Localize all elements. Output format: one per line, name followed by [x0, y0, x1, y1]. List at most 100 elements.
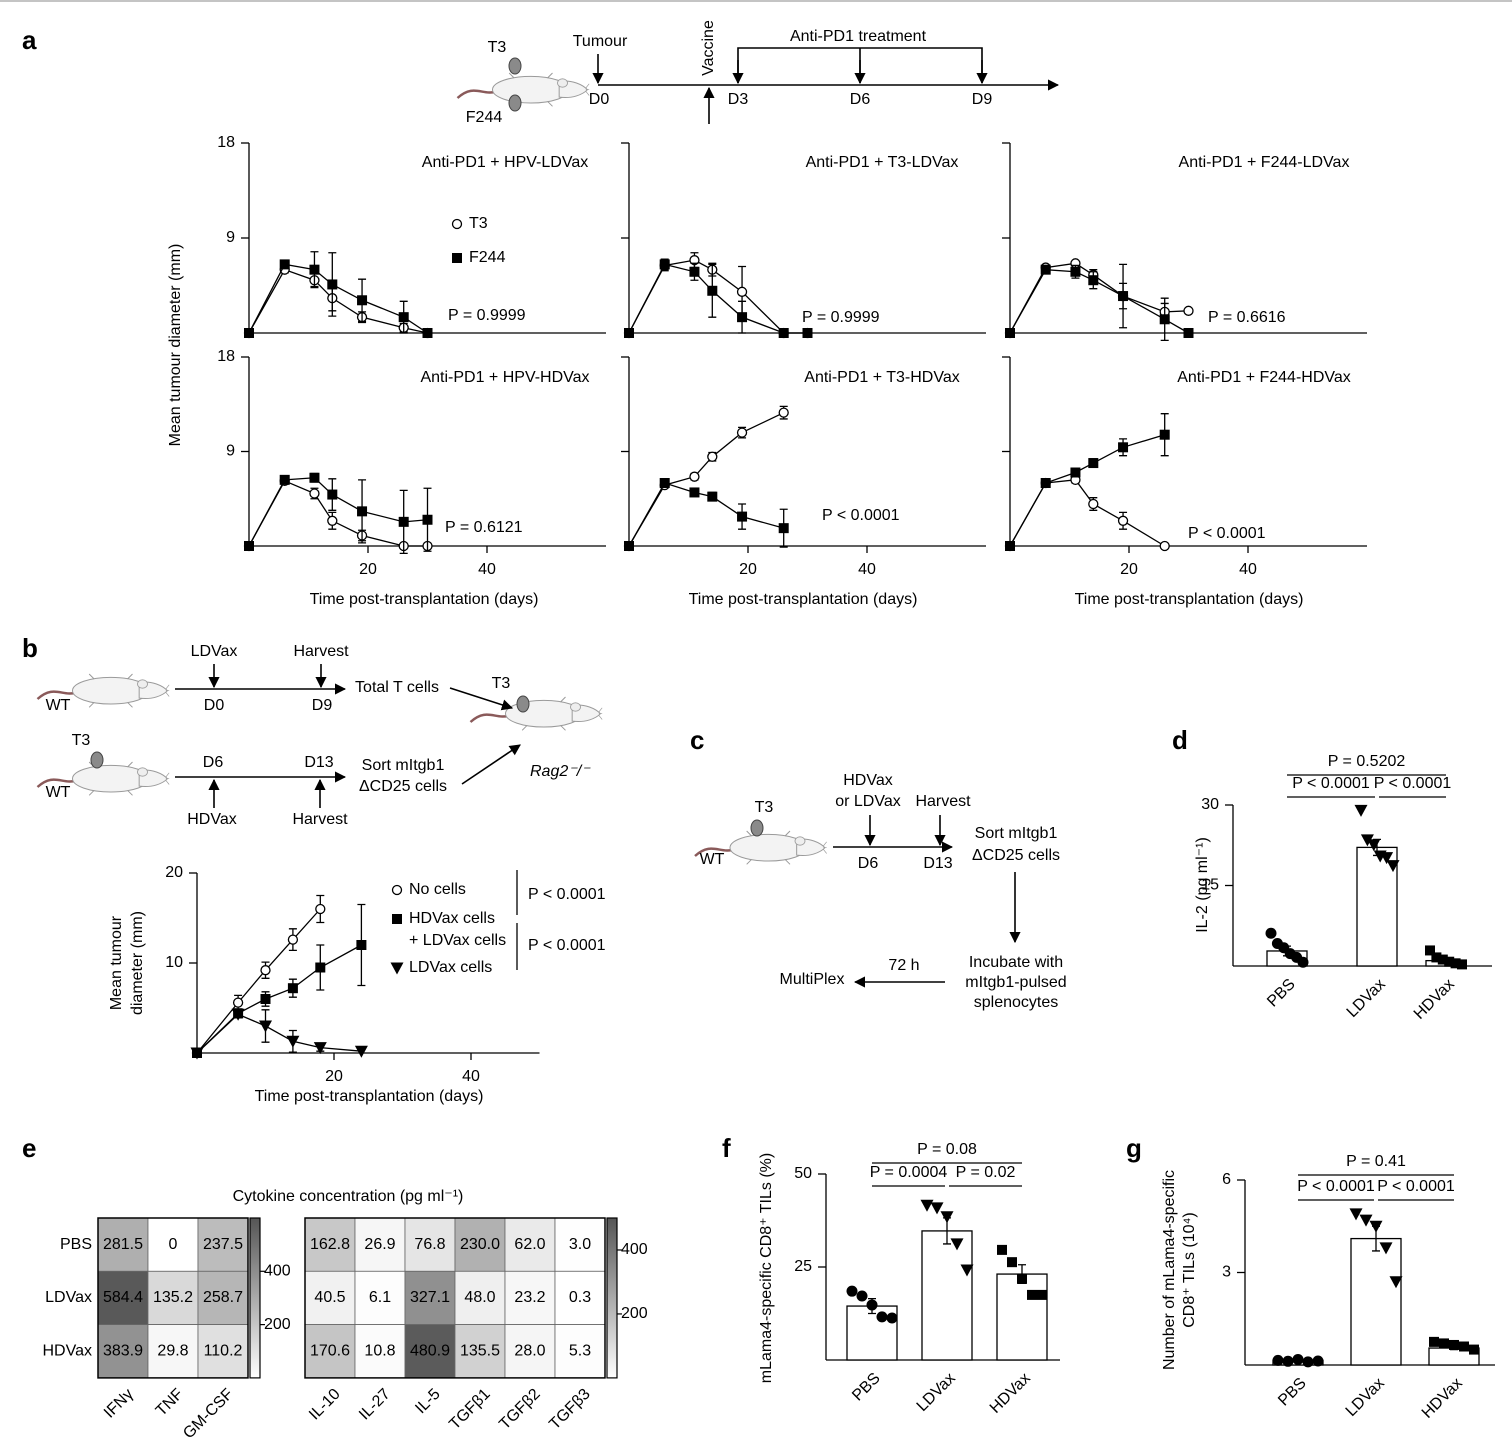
- label: MultiPlex: [780, 971, 845, 988]
- cell-label: 480.9: [410, 1342, 450, 1359]
- subplot-title: Anti-PD1 + HPV-HDVax: [420, 369, 589, 386]
- p-value: P = 0.6616: [1208, 309, 1286, 326]
- cell-label: 10.8: [364, 1342, 395, 1359]
- marker: [1349, 1208, 1363, 1221]
- x-tick-label: 20: [1120, 561, 1138, 578]
- y-tick-label: 9: [226, 229, 235, 246]
- x-tick-label: LDVax: [914, 1370, 959, 1415]
- marker: [1312, 1355, 1324, 1367]
- marker: [1070, 266, 1081, 277]
- heatmap-title: Cytokine concentration (pg ml⁻¹): [233, 1188, 464, 1205]
- cell-label: 170.6: [310, 1342, 350, 1359]
- marker: [920, 1199, 934, 1212]
- cell-label: 6.1: [369, 1289, 391, 1306]
- marker: [398, 312, 409, 323]
- series-line: [1009, 479, 1166, 547]
- x-tick-label: 20: [359, 561, 377, 578]
- marker: [1437, 954, 1448, 965]
- x-tick-label: HDVax: [1411, 976, 1458, 1023]
- marker: [1007, 1257, 1017, 1268]
- x-axis-label: Time post-transplantation (days): [310, 591, 539, 608]
- p-value: P = 0.6121: [445, 519, 523, 536]
- subplot-title: Anti-PD1 + HPV-LDVax: [422, 154, 588, 171]
- marker: [1439, 1338, 1449, 1349]
- p-value: P = 0.5202: [1328, 753, 1406, 770]
- label: T3: [755, 799, 774, 816]
- y-tick-label: 18: [217, 348, 235, 365]
- colorbar-tick-label: 400: [264, 1263, 291, 1280]
- cell-label: 5.3: [569, 1342, 591, 1359]
- p-value: P < 0.0001: [1377, 1178, 1455, 1195]
- marker: [260, 965, 271, 976]
- marker: [1389, 1276, 1403, 1289]
- marker: [1088, 458, 1099, 469]
- p-value: P < 0.0001: [528, 886, 606, 903]
- marker: [315, 962, 326, 973]
- tumour: [750, 819, 764, 837]
- marker: [357, 295, 368, 306]
- marker: [1360, 834, 1374, 847]
- label: D9: [972, 91, 993, 108]
- marker: [244, 328, 254, 338]
- column-label: TGFβ3: [546, 1386, 594, 1434]
- p-value: P < 0.0001: [1188, 525, 1266, 542]
- marker: [1183, 328, 1194, 338]
- label: Harvest: [915, 793, 971, 810]
- label: Anti-PD1 treatment: [790, 28, 927, 45]
- heat-cell: [454, 1270, 506, 1326]
- marker: [1359, 1214, 1373, 1227]
- subplot-title: Anti-PD1 + F244-HDVax: [1177, 369, 1351, 386]
- label: D6: [858, 855, 879, 872]
- column-label: TGFβ2: [496, 1386, 544, 1434]
- legend-label: T3: [469, 215, 488, 232]
- heat-cell: [554, 1324, 606, 1379]
- y-tick-label: 6: [1222, 1171, 1231, 1188]
- tumour: [90, 751, 104, 769]
- label: Total T cells: [355, 679, 439, 696]
- marker: [279, 474, 290, 485]
- p-value: P = 0.41: [1346, 1153, 1406, 1170]
- marker: [1265, 927, 1277, 939]
- marker: [1354, 804, 1368, 817]
- colorbar: [249, 1217, 261, 1379]
- cell-label: 40.5: [314, 1289, 345, 1306]
- marker: [1297, 956, 1309, 968]
- label: HDVax: [187, 811, 237, 828]
- p-value: P < 0.0001: [1292, 775, 1370, 792]
- marker: [1380, 852, 1394, 865]
- cell-label: 584.4: [103, 1289, 143, 1306]
- x-axis-label: Time post-transplantation (days): [1075, 591, 1304, 608]
- marker: [707, 491, 718, 502]
- marker: [422, 514, 433, 525]
- subplot-title: Anti-PD1 + F244-LDVax: [1179, 154, 1350, 171]
- y-tick-label: 18: [217, 134, 235, 151]
- marker: [259, 1020, 272, 1033]
- label: D9: [312, 697, 333, 714]
- arrow: [461, 744, 521, 785]
- marker: [1183, 305, 1194, 316]
- label: WT: [700, 851, 725, 868]
- label: T3: [492, 675, 511, 692]
- label: D0: [204, 697, 225, 714]
- panel-label: d: [1172, 725, 1188, 755]
- marker: [309, 264, 320, 275]
- x-axis-label: Time post-transplantation (days): [255, 1088, 484, 1105]
- marker: [287, 983, 298, 994]
- marker: [866, 1299, 878, 1311]
- label: D3: [728, 91, 749, 108]
- legend-label: No cells: [409, 881, 466, 898]
- marker: [327, 279, 338, 290]
- marker: [876, 1311, 888, 1323]
- marker: [997, 1244, 1007, 1255]
- marker: [737, 511, 748, 522]
- marker: [1040, 264, 1051, 275]
- cell-label: 327.1: [410, 1289, 450, 1306]
- marker: [1005, 541, 1015, 551]
- label: Vaccine: [700, 20, 717, 76]
- marker: [356, 940, 367, 950]
- p-value: P < 0.0001: [528, 937, 606, 954]
- column-label: TNF: [153, 1386, 187, 1420]
- marker: [1386, 860, 1400, 873]
- marker: [1118, 442, 1129, 453]
- y-tick-label: 3: [1222, 1264, 1231, 1281]
